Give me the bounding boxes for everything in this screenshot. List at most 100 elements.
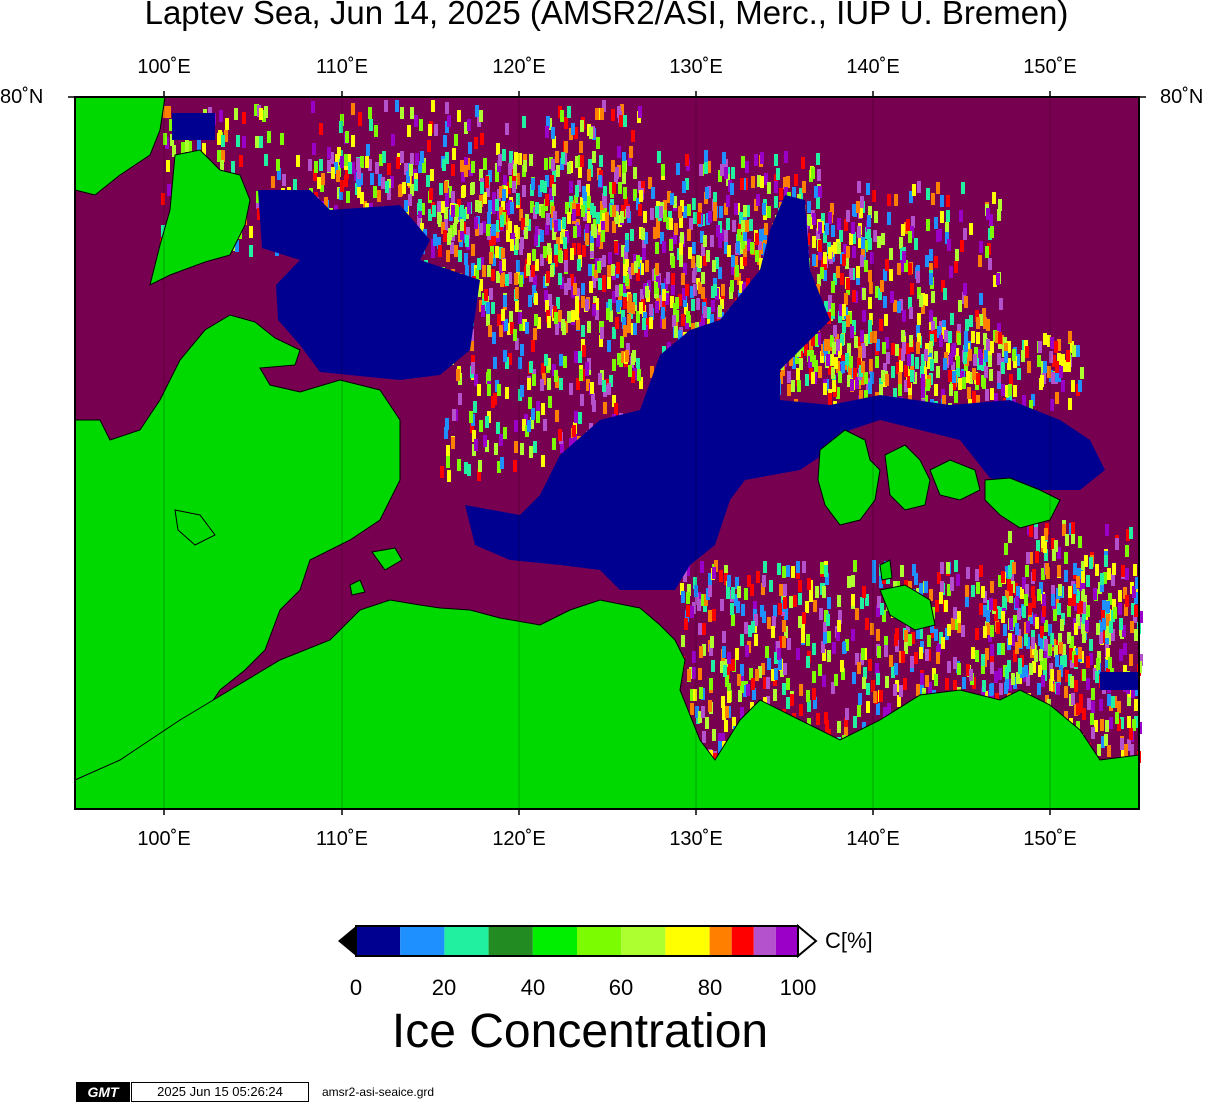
ice-speckle — [730, 603, 734, 615]
ice-speckle — [856, 201, 860, 213]
ice-speckle — [884, 636, 888, 648]
ice-speckle — [271, 176, 275, 188]
ice-speckle — [533, 441, 537, 453]
ice-speckle — [1051, 372, 1055, 384]
ice-speckle — [975, 310, 979, 322]
ice-speckle — [696, 255, 700, 267]
ice-speckle — [701, 272, 705, 284]
ice-speckle — [998, 575, 1002, 587]
ice-speckle — [971, 647, 975, 659]
ice-speckle — [1009, 591, 1013, 603]
ice-speckle — [879, 384, 883, 396]
ice-speckle — [946, 343, 950, 355]
ice-speckle — [532, 249, 536, 261]
ice-speckle — [564, 117, 568, 129]
ice-speckle — [1032, 596, 1036, 608]
ice-speckle — [831, 367, 835, 379]
ice-speckle — [478, 201, 482, 213]
ice-speckle — [885, 259, 889, 271]
ice-speckle — [814, 186, 818, 198]
ice-speckle — [674, 326, 678, 338]
ice-speckle — [486, 224, 490, 236]
ice-speckle — [942, 320, 946, 332]
ice-blue-areas — [172, 113, 1138, 690]
ice-speckle — [825, 720, 829, 732]
ice-speckle — [693, 263, 697, 275]
ice-speckle — [947, 624, 951, 636]
ice-speckle — [857, 705, 861, 717]
ice-speckle — [1103, 572, 1107, 584]
ice-speckle — [930, 334, 934, 346]
ice-speckle — [978, 255, 982, 267]
ice-speckle — [455, 205, 459, 217]
ice-speckle — [985, 648, 989, 660]
ice-speckle — [1084, 555, 1088, 567]
ice-speckle — [995, 331, 999, 343]
ice-speckle — [801, 622, 805, 634]
ice-speckle — [990, 226, 994, 238]
ice-speckle — [603, 186, 607, 198]
ice-speckle — [639, 190, 643, 202]
ice-speckle — [1042, 605, 1046, 617]
ice-speckle — [908, 297, 912, 309]
ice-speckle — [901, 330, 905, 342]
ice-speckle — [868, 659, 872, 671]
ice-speckle — [724, 573, 728, 585]
ice-speckle — [823, 622, 827, 634]
ice-speckle — [500, 215, 504, 227]
ice-speckle — [445, 195, 449, 207]
ice-speckle — [573, 226, 577, 238]
ice-speckle — [982, 359, 986, 371]
ice-speckle — [578, 412, 582, 424]
ice-speckle — [621, 310, 625, 322]
ice-speckle — [915, 357, 919, 369]
ice-speckle — [812, 254, 816, 266]
ice-speckle — [437, 237, 441, 249]
ice-speckle — [966, 567, 970, 579]
ice-speckle — [1011, 634, 1015, 646]
ice-speckle — [901, 224, 905, 236]
ice-speckle — [1024, 665, 1028, 677]
ice-speckle — [727, 575, 731, 587]
ice-speckle — [567, 106, 571, 118]
ice-speckle — [979, 293, 983, 305]
ice-speckle — [740, 230, 744, 242]
ice-speckle — [860, 330, 864, 342]
ice-speckle — [1016, 354, 1020, 366]
ice-speckle — [656, 226, 660, 238]
ice-speckle — [565, 202, 569, 214]
ice-speckle — [957, 611, 961, 623]
ice-speckle — [377, 190, 381, 202]
ice-speckle — [543, 419, 547, 431]
ice-speckle — [479, 279, 483, 291]
ice-speckle — [916, 271, 920, 283]
ice-speckle — [598, 228, 602, 240]
ice-speckle — [1091, 727, 1095, 739]
ice-speckle — [580, 120, 584, 132]
ice-speckle — [1064, 711, 1068, 723]
ice-speckle — [899, 360, 903, 372]
ice-speckle — [858, 693, 862, 705]
ice-speckle — [1008, 384, 1012, 396]
ice-speckle — [616, 300, 620, 312]
ice-speckle — [444, 219, 448, 231]
ice-speckle — [916, 627, 920, 639]
ice-speckle — [856, 266, 860, 278]
ice-speckle — [628, 365, 632, 377]
ice-speckle — [1058, 633, 1062, 645]
ice-speckle — [503, 175, 507, 187]
ice-speckle — [445, 188, 449, 200]
ice-speckle — [930, 359, 934, 371]
ice-speckle — [734, 594, 738, 606]
ice-speckle — [821, 213, 825, 225]
ice-speckle — [716, 225, 720, 237]
ice-speckle — [990, 625, 994, 637]
ice-speckle — [1034, 650, 1038, 662]
ice-speckle — [864, 390, 868, 402]
ice-speckle — [569, 383, 573, 395]
ice-speckle — [939, 335, 943, 347]
ice-speckle — [722, 708, 726, 720]
ice-speckle — [997, 643, 1001, 655]
ice-speckle — [602, 280, 606, 292]
ice-speckle — [545, 194, 549, 206]
